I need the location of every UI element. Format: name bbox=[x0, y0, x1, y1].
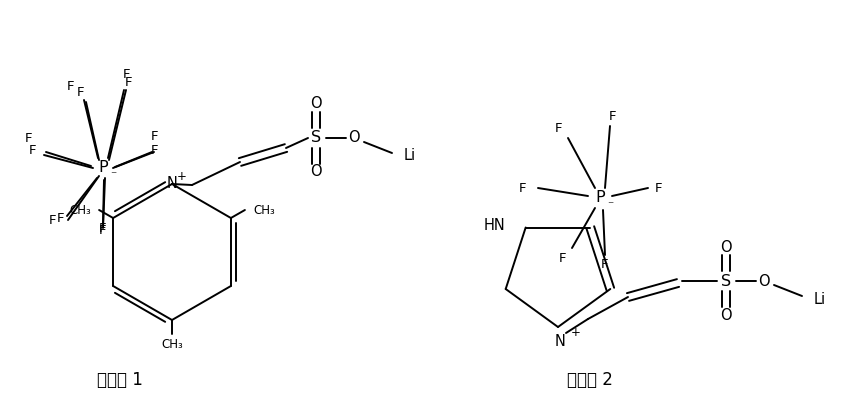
Text: F: F bbox=[124, 75, 132, 89]
Text: F: F bbox=[76, 85, 84, 99]
Text: +: + bbox=[571, 326, 581, 340]
Text: F: F bbox=[559, 251, 565, 265]
Text: F: F bbox=[122, 67, 130, 81]
Text: F: F bbox=[29, 144, 36, 156]
Text: ⁻: ⁻ bbox=[110, 170, 116, 182]
Text: Li: Li bbox=[814, 292, 826, 306]
Text: F: F bbox=[67, 79, 74, 93]
Text: N: N bbox=[554, 334, 565, 348]
Text: F: F bbox=[554, 122, 562, 134]
Text: 化合物 2: 化合物 2 bbox=[567, 371, 613, 389]
Text: P: P bbox=[595, 190, 604, 205]
Text: F: F bbox=[24, 132, 32, 146]
Text: F: F bbox=[48, 213, 55, 227]
Text: P: P bbox=[98, 160, 107, 176]
Text: O: O bbox=[759, 273, 770, 288]
Text: O: O bbox=[310, 164, 322, 180]
Text: F: F bbox=[100, 223, 107, 237]
Text: F: F bbox=[56, 211, 64, 225]
Text: S: S bbox=[721, 273, 731, 288]
Text: F: F bbox=[608, 111, 616, 124]
Text: HN: HN bbox=[484, 218, 506, 233]
Text: O: O bbox=[721, 239, 732, 255]
Text: O: O bbox=[348, 130, 359, 146]
Text: +: + bbox=[177, 170, 187, 182]
Text: F: F bbox=[152, 144, 158, 156]
Text: F: F bbox=[601, 257, 609, 271]
Text: F: F bbox=[654, 182, 662, 194]
Text: CH₃: CH₃ bbox=[69, 203, 91, 217]
Text: CH₃: CH₃ bbox=[161, 338, 183, 350]
Text: F: F bbox=[518, 182, 526, 194]
Text: F: F bbox=[100, 221, 107, 235]
Text: ⁻: ⁻ bbox=[607, 200, 613, 213]
Text: 化合物 1: 化合物 1 bbox=[97, 371, 143, 389]
Text: Li: Li bbox=[404, 148, 416, 164]
Text: O: O bbox=[721, 308, 732, 322]
Text: S: S bbox=[311, 130, 321, 146]
Text: F: F bbox=[150, 130, 158, 142]
Text: CH₃: CH₃ bbox=[253, 203, 275, 217]
Text: O: O bbox=[310, 97, 322, 111]
Text: N: N bbox=[166, 176, 178, 192]
